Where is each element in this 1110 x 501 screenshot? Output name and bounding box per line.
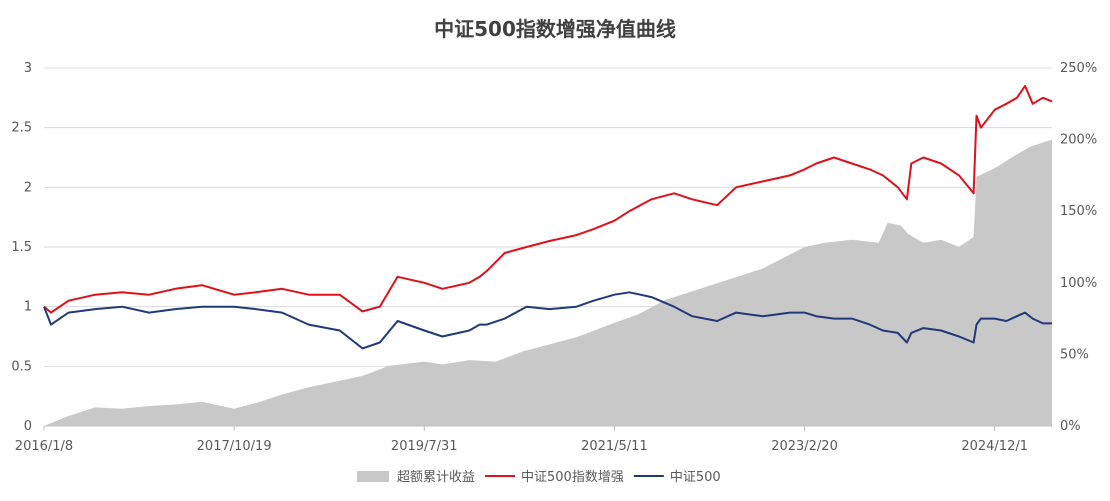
y-left-tick-label: 0.5 [11, 359, 32, 374]
x-tick-label: 2023/2/20 [771, 439, 838, 454]
y-left-tick-label: 1.5 [11, 240, 32, 255]
x-tick-label: 2021/5/11 [581, 439, 648, 454]
x-tick-label: 2019/7/31 [391, 439, 458, 454]
y-right-tick-label: 0% [1060, 419, 1081, 434]
legend-item: 中证500 [633, 470, 721, 485]
x-tick-label: 2016/1/8 [15, 439, 73, 454]
y-right-tick-label: 200% [1060, 133, 1097, 148]
legend-label: 中证500指数增强 [521, 470, 624, 485]
x-tick-label: 2017/10/19 [197, 439, 272, 454]
y-right-tick-label: 100% [1060, 276, 1097, 291]
y-left-tick-label: 2 [24, 180, 32, 195]
chart-title: 中证500指数增强净值曲线 [434, 17, 676, 41]
y-left-tick-label: 2.5 [11, 121, 32, 136]
x-tick-label: 2024/12/1 [961, 439, 1028, 454]
legend-swatch-area [357, 471, 389, 482]
csi500-line [43, 291, 1052, 350]
y-right-tick-label: 150% [1060, 204, 1097, 219]
y-left-tick-label: 0 [24, 419, 32, 434]
legend-item: 中证500指数增强 [485, 470, 624, 485]
y-left-tick-label: 1 [24, 300, 32, 315]
enhanced-nav-line [43, 84, 1053, 314]
legend-item: 超额累计收益 [357, 470, 475, 485]
y-right-tick-label: 50% [1060, 347, 1089, 362]
y-left-tick-label: 3 [24, 61, 32, 76]
y-right-tick-label: 250% [1060, 61, 1097, 76]
excess-return-area [44, 139, 1052, 426]
legend-label: 超额累计收益 [397, 470, 475, 485]
legend-label: 中证500 [670, 470, 721, 485]
